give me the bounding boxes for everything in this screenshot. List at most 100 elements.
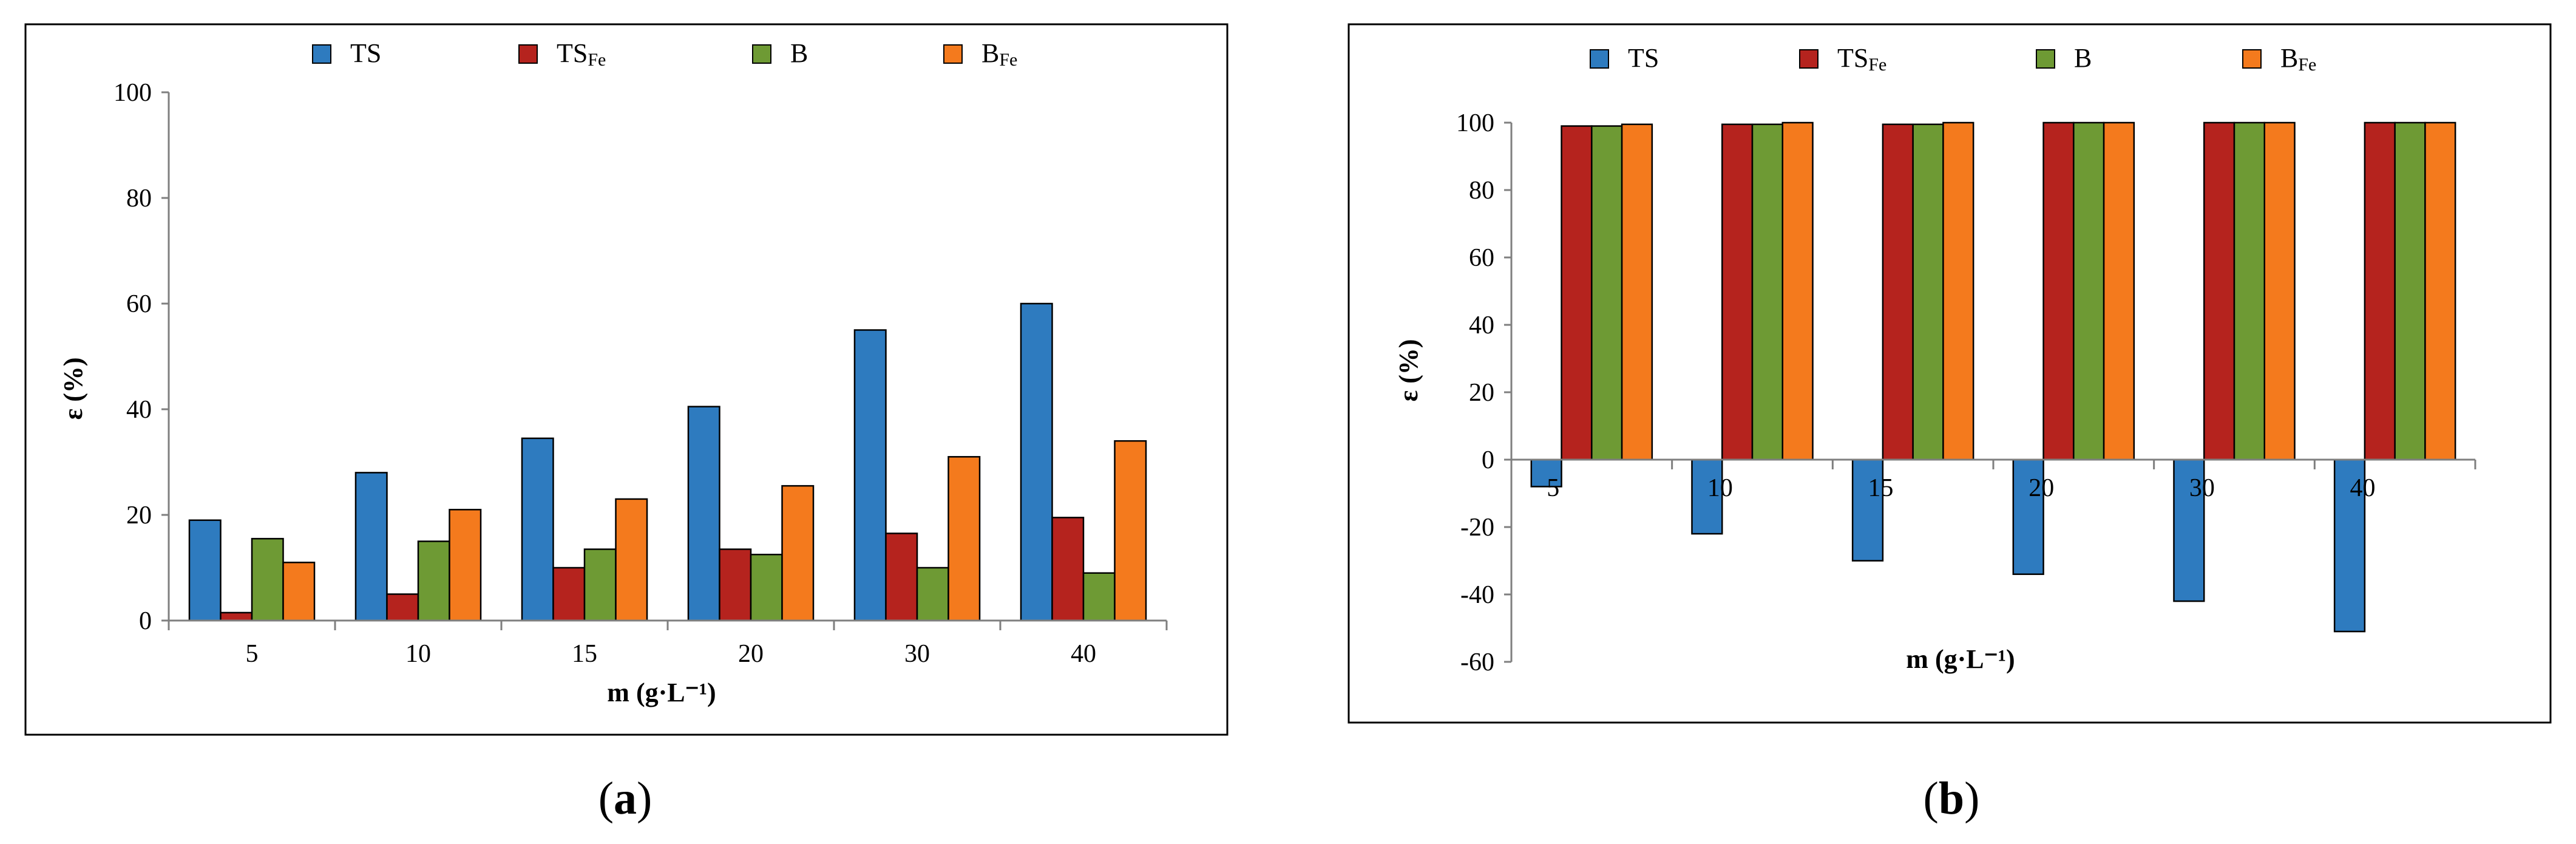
legend-label-main: TS — [557, 38, 588, 68]
bar-ts-15 — [521, 437, 554, 622]
x-tick-label: 15 — [572, 640, 597, 668]
legend-swatch — [518, 44, 538, 64]
caption-b-close: ) — [1964, 773, 1979, 824]
legend-swatch — [1799, 49, 1818, 69]
bar-b-10 — [417, 540, 450, 622]
x-tick-label: 40 — [1071, 640, 1096, 668]
bar-b-20 — [2073, 121, 2105, 461]
legend-label-sub: Fe — [2298, 55, 2316, 75]
y-tick-label: 80 — [126, 185, 152, 213]
bar-ts-fe-20 — [719, 548, 752, 622]
bar-b-fe-20 — [2103, 121, 2135, 461]
legend-swatch — [2242, 49, 2262, 69]
bar-b-5 — [1591, 125, 1623, 461]
legend-label-sub: Fe — [1868, 55, 1886, 75]
y-axis-title-a: ε (%) — [58, 357, 88, 420]
bar-ts-fe-40 — [2364, 121, 2396, 461]
x-axis-title-a: m (g·L⁻¹) — [607, 678, 716, 707]
bar-ts-fe-15 — [552, 567, 586, 622]
y-tick-label: 100 — [114, 79, 152, 107]
legend-label-main: B — [2074, 43, 2092, 73]
bar-b-30 — [916, 567, 949, 622]
caption-a-letter: a — [614, 773, 637, 824]
bar-b-15 — [583, 548, 617, 622]
bar-b-fe-5 — [1621, 123, 1653, 461]
legend-swatch — [943, 44, 963, 64]
x-tick-label: 10 — [405, 640, 431, 668]
bar-ts-fe-5 — [220, 611, 253, 622]
bar-ts-fe-20 — [2042, 121, 2075, 461]
y-tick-label: 60 — [1469, 244, 1494, 272]
caption-b: (b) — [1924, 773, 1980, 824]
y-tick-label: -20 — [1460, 514, 1494, 542]
y-tick-label: -40 — [1460, 581, 1494, 609]
legend-label-main: B — [2280, 43, 2298, 73]
y-tick-label: 80 — [1469, 177, 1494, 205]
x-tick-label: 30 — [904, 640, 930, 668]
legend-swatch — [312, 44, 331, 64]
bar-ts-5 — [188, 519, 222, 622]
legend-label: TSFe — [1837, 43, 1886, 75]
bar-ts-fe-10 — [386, 593, 419, 622]
caption-a-open: ( — [598, 773, 614, 824]
legend-swatch — [2036, 49, 2055, 69]
bar-ts-5 — [1530, 458, 1562, 488]
legend-swatch — [752, 44, 771, 64]
y-tick-label: 40 — [1469, 311, 1494, 339]
legend-label-main: TS — [350, 38, 381, 68]
x-tick-label: 5 — [1547, 474, 1559, 502]
bar-ts-fe-30 — [885, 533, 918, 622]
bar-b-fe-5 — [282, 562, 316, 622]
legend-swatch — [1590, 49, 1609, 69]
x-axis-title-b: m (g·L⁻¹) — [1906, 644, 2015, 674]
caption-a-close: ) — [637, 773, 652, 824]
legend-label-main: TS — [1837, 43, 1868, 73]
bar-b-fe-30 — [947, 456, 981, 622]
bar-b-fe-10 — [1781, 121, 1814, 461]
y-tick-label: 40 — [126, 396, 152, 424]
legend-label: TS — [1628, 43, 1659, 73]
bar-ts-20 — [2012, 458, 2044, 575]
bar-b-fe-30 — [2263, 121, 2296, 461]
y-tick-label: 0 — [1482, 446, 1494, 474]
legend-label-sub: Fe — [588, 50, 606, 70]
bar-b-40 — [2394, 121, 2426, 461]
legend-label: B — [2074, 43, 2092, 73]
bar-ts-15 — [1851, 458, 1884, 562]
legend-label: TSFe — [557, 38, 606, 70]
x-tick-label: 15 — [1868, 474, 1894, 502]
bar-b-fe-40 — [2424, 121, 2456, 461]
legend-label: BFe — [2280, 43, 2316, 75]
legend-label: BFe — [981, 38, 1017, 70]
y-axis-title-b: ε (%) — [1394, 339, 1423, 401]
y-tick-label: 0 — [139, 607, 152, 635]
bar-ts-20 — [687, 406, 720, 622]
legend-label: B — [790, 38, 808, 68]
caption-b-open: ( — [1924, 773, 1939, 824]
caption-a: (a) — [598, 773, 652, 824]
legend-label-main: TS — [1628, 43, 1659, 73]
bar-b-fe-40 — [1114, 440, 1147, 622]
bar-ts-fe-10 — [1721, 123, 1754, 461]
legend-label-main: B — [981, 38, 999, 68]
x-tick-label: 40 — [2350, 474, 2376, 502]
y-tick-label: 100 — [1456, 109, 1494, 137]
y-tick-label: 20 — [1469, 379, 1494, 407]
bar-b-15 — [1912, 123, 1944, 461]
bar-ts-10 — [1691, 458, 1723, 535]
legend-label-main: B — [790, 38, 808, 68]
x-tick-label: 5 — [246, 640, 259, 668]
bar-b-10 — [1751, 123, 1784, 461]
y-tick-label: 60 — [126, 290, 152, 318]
bar-b-40 — [1082, 572, 1116, 622]
x-tick-label: 30 — [2189, 474, 2215, 502]
bar-b-5 — [251, 537, 284, 622]
legend-label-sub: Fe — [999, 50, 1017, 70]
bar-ts-30 — [2173, 458, 2205, 602]
bar-b-30 — [2233, 121, 2266, 461]
bar-ts-10 — [354, 472, 388, 622]
bar-b-fe-15 — [1942, 121, 1974, 461]
bar-b-fe-15 — [615, 498, 648, 622]
